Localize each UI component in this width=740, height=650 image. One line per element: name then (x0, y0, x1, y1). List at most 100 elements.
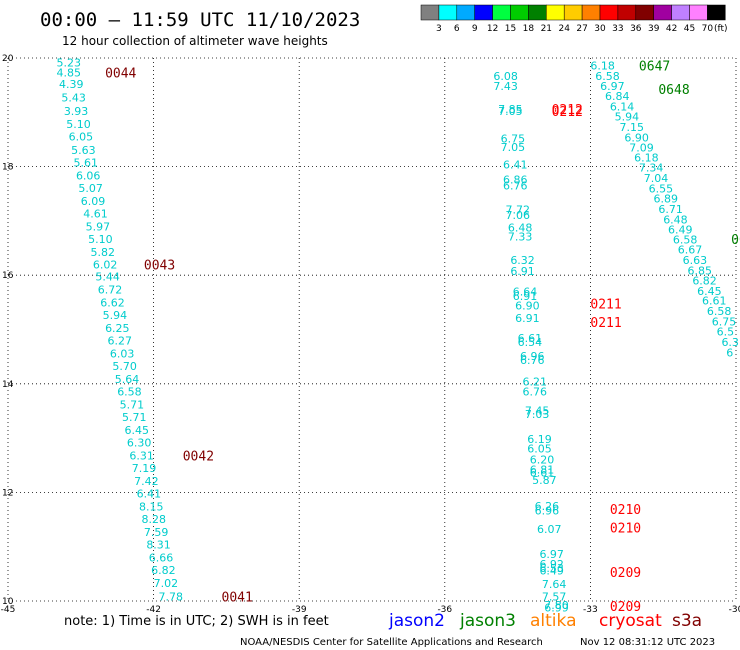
footer-credit: NOAA/NESDIS Center for Satellite Applica… (240, 637, 543, 648)
wave-height-value: 8.28 (141, 513, 166, 526)
axes: -45 -42 -39 -36 -33 -30 10 12 14 16 18 20 (1, 54, 740, 615)
wave-height-value: 6.61 (530, 466, 555, 479)
wave-height-value: 6.31 (129, 449, 154, 462)
wave-height-value: 6.18 (634, 151, 659, 164)
wave-height-value: 7.09 (629, 142, 654, 155)
color-scale-label: 33 (612, 24, 623, 34)
color-scale-label: 70 (702, 24, 714, 34)
wave-height-value: 5.07 (78, 182, 103, 195)
wave-height-value: 5.44 (95, 270, 120, 283)
wave-height-value: 5.63 (71, 144, 96, 157)
satellite-legend: jason2 jason3 altika cryosat s3a (388, 611, 702, 631)
color-swatch (492, 4, 511, 21)
wave-height-value: 6.02 (93, 258, 118, 271)
wave-height-value: 6.09 (81, 195, 106, 208)
wave-height-value: 6.20 (530, 453, 555, 466)
color-scale-label: 6 (454, 24, 460, 34)
footer-timestamp: Nov 12 08:31:12 UTC 2023 (580, 637, 715, 648)
wave-height-value: 6.58 (117, 385, 142, 398)
wave-height-value: 6.76 (522, 385, 547, 398)
wave-height-value: 7.33 (508, 231, 532, 244)
time-label: 0210 (610, 522, 641, 537)
wave-height-value: 6.61 (702, 295, 727, 308)
color-scale-label: 42 (666, 24, 677, 34)
y-tick-label: 16 (2, 271, 14, 281)
color-swatch (671, 4, 690, 21)
time-label: 0211 (590, 297, 621, 312)
time-label: 0209 (610, 566, 641, 581)
wave-height-value: 6.96 (535, 504, 560, 517)
wave-height-value: 7.42 (134, 475, 159, 488)
wave-height-value: 7.04 (644, 172, 669, 185)
y-tick-label: 18 (2, 163, 14, 173)
wave-height-value: 4.61 (83, 207, 108, 220)
wave-height-value: 6.81 (530, 464, 555, 477)
wave-height-value: 7.02 (154, 577, 179, 590)
wave-height-value: 6.76 (520, 354, 545, 367)
wave-height-value: 6.49 (539, 565, 564, 578)
color-swatch (546, 4, 565, 21)
wave-height-value: 6.97 (539, 548, 564, 561)
time-label: 0044 (105, 67, 136, 82)
wave-height-value: 6.25 (105, 322, 130, 335)
time-label: 0210 (610, 503, 641, 518)
wave-height-value: 6.41 (503, 158, 528, 171)
x-tick-label: -42 (146, 605, 161, 615)
wave-height-value: 7.15 (620, 121, 645, 134)
wave-height-value: 7.05 (498, 105, 522, 118)
wave-height-value: 6.03 (110, 347, 135, 360)
wave-height-value: 4.85 (57, 67, 82, 80)
wave-height-value: 8.15 (139, 501, 164, 514)
color-swatch (653, 4, 672, 21)
wave-height-value: 6.76 (503, 180, 528, 193)
wave-height-value: 6.82 (692, 275, 717, 288)
color-scale-label: 18 (523, 24, 535, 34)
wave-height-value: 6.63 (683, 254, 708, 267)
wave-height-value: 6.64 (513, 285, 538, 298)
wave-height-value: 5.10 (88, 233, 113, 246)
wave-height-value: 5.64 (115, 373, 140, 386)
color-scale-label: 30 (594, 24, 606, 34)
wave-height-value: 5.43 (61, 92, 86, 105)
wave-height-value: 7.59 (144, 526, 169, 539)
wave-height-value: 6.61 (518, 332, 543, 345)
satellite-name: cryosat (599, 611, 662, 631)
chart-title: 00:00 – 11:59 UTC 11/10/2023 (40, 9, 360, 31)
wave-height-value: 4.39 (59, 78, 84, 91)
wave-height-value: 7.05 (501, 141, 526, 154)
wave-height-value: 6.62 (100, 296, 125, 309)
wave-height-value: 3.93 (64, 105, 89, 118)
wave-height-value: 6.90 (515, 300, 540, 313)
wave-height-value: 6.3 (721, 336, 739, 349)
color-swatch (510, 4, 529, 21)
wave-height-value: 5.94 (103, 309, 128, 322)
x-tick-label: -36 (437, 605, 452, 615)
wave-height-value: 7.43 (493, 80, 518, 93)
x-tick-label: -33 (583, 605, 598, 615)
wave-height-value: 6.07 (537, 523, 562, 536)
wave-height-value: 6.05 (69, 131, 94, 144)
wave-height-value: 6.55 (649, 182, 674, 195)
wave-height-value: 6.26 (535, 500, 560, 513)
time-label: 06 (731, 233, 740, 248)
y-tick-label: 10 (2, 597, 14, 607)
wave-height-value: 6.5 (717, 326, 735, 339)
wave-height-value: 6.32 (510, 254, 535, 267)
wave-height-value: 6.91 (510, 265, 535, 278)
wave-height-value: 6.99 (544, 602, 569, 615)
wave-height-value: 6.14 (610, 100, 635, 113)
wave-height-value: 7.80 (544, 599, 569, 612)
wave-height-value: 6.67 (678, 244, 703, 257)
wave-height-value: 6.75 (712, 315, 737, 328)
wave-height-value: 6.45 (697, 285, 722, 298)
wave-height-value: 5.97 (86, 220, 111, 233)
y-tick-label: 20 (2, 54, 14, 64)
wave-height-value: 6.58 (707, 305, 732, 318)
time-label: 0211 (590, 316, 621, 331)
wave-height-value: 6.89 (653, 193, 678, 206)
color-scale-label: 3 (436, 24, 442, 34)
time-label: 0647 (639, 60, 670, 75)
color-swatch (563, 4, 583, 21)
wave-height-value: 6.66 (149, 552, 174, 565)
wave-height-value: 5.10 (66, 118, 91, 131)
